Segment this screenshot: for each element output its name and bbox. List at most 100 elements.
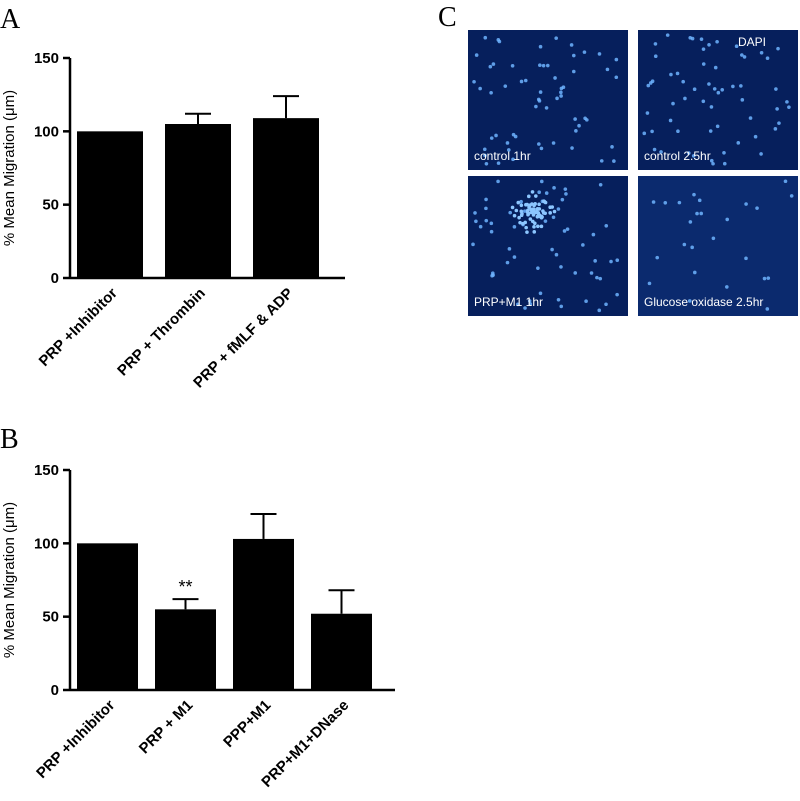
cell — [773, 127, 778, 131]
cell — [536, 214, 540, 219]
cell — [584, 299, 588, 303]
cell — [701, 99, 706, 104]
cell — [489, 229, 494, 234]
cell — [528, 217, 533, 221]
cell — [536, 266, 540, 270]
x-tick-label: PPP+M1 — [220, 697, 274, 751]
cell — [528, 302, 533, 306]
cell — [519, 199, 523, 204]
cell — [711, 161, 715, 166]
cell — [748, 116, 753, 120]
cell — [655, 255, 660, 260]
cell — [699, 37, 704, 41]
cell — [604, 302, 608, 307]
y-tick-label: 0 — [51, 270, 59, 287]
cell — [559, 94, 563, 98]
cell — [615, 292, 619, 297]
cell — [695, 211, 699, 216]
cell — [474, 53, 479, 57]
image-label: control 1hr — [474, 149, 531, 163]
cell — [539, 179, 544, 184]
image-label: PRP+M1 1hr — [474, 295, 543, 309]
cell — [597, 308, 602, 313]
cell — [787, 105, 791, 109]
cell — [598, 276, 603, 281]
cell — [687, 299, 692, 303]
cell — [508, 210, 512, 215]
micrograph: control 1hr — [468, 30, 628, 170]
cell — [669, 72, 673, 77]
cell — [489, 90, 493, 95]
micrograph: control 2.5hr — [638, 30, 798, 170]
y-tick-label: 150 — [34, 50, 59, 67]
cell — [532, 230, 537, 234]
cell — [523, 220, 528, 225]
cell — [516, 302, 520, 307]
cell — [548, 211, 553, 215]
cell — [755, 206, 759, 210]
cell — [712, 87, 717, 91]
cell — [762, 276, 767, 281]
cell — [514, 208, 519, 213]
cell — [478, 224, 483, 229]
cell — [556, 297, 561, 302]
cell — [545, 63, 550, 68]
cell — [524, 225, 528, 230]
cell — [534, 194, 538, 198]
cell — [720, 88, 725, 92]
cell — [605, 67, 610, 72]
cell — [690, 36, 695, 41]
cell — [552, 209, 557, 214]
stain-label: DAPI — [738, 35, 766, 49]
cell — [525, 230, 529, 234]
cell — [544, 191, 549, 195]
cell — [722, 150, 726, 155]
cell — [522, 209, 527, 213]
cell — [484, 218, 489, 223]
cell — [715, 39, 719, 44]
cell — [595, 275, 599, 280]
cell — [653, 54, 658, 59]
cell — [665, 33, 670, 37]
cell — [551, 215, 556, 220]
cell — [652, 147, 657, 152]
cell — [505, 260, 510, 265]
cell — [488, 64, 493, 69]
cell — [648, 81, 653, 85]
cell — [765, 307, 770, 311]
cell — [722, 161, 727, 166]
panel-letter: A — [0, 4, 21, 35]
cell — [535, 209, 539, 214]
cell — [783, 179, 788, 184]
cell — [484, 206, 488, 211]
x-tick-label: PRP +Inhibitor — [33, 697, 118, 782]
cell — [559, 90, 563, 95]
cell — [581, 243, 585, 247]
cell — [474, 219, 478, 224]
cell — [682, 242, 687, 247]
cell — [777, 121, 781, 125]
cell — [482, 147, 487, 152]
bar — [165, 124, 231, 278]
cell — [709, 105, 714, 109]
cell — [511, 157, 515, 162]
cell — [551, 141, 556, 145]
panel-letter: B — [0, 424, 19, 455]
panel-letter: C — [438, 2, 457, 33]
bar — [311, 613, 372, 690]
micrograph-bg — [638, 176, 798, 316]
x-tick-label: PRP + M1 — [136, 697, 196, 757]
cell — [506, 148, 511, 152]
bar — [253, 118, 319, 278]
cell — [697, 198, 702, 203]
x-tick-label: PRP+M1+DNase — [258, 697, 352, 791]
cell — [537, 190, 541, 195]
bar — [77, 131, 143, 278]
y-tick-label: 50 — [42, 609, 59, 626]
cell — [614, 57, 619, 62]
cell — [789, 194, 794, 198]
cell — [537, 202, 541, 207]
cell — [645, 111, 650, 115]
micrograph: PRP+M1 1hr — [468, 176, 628, 316]
